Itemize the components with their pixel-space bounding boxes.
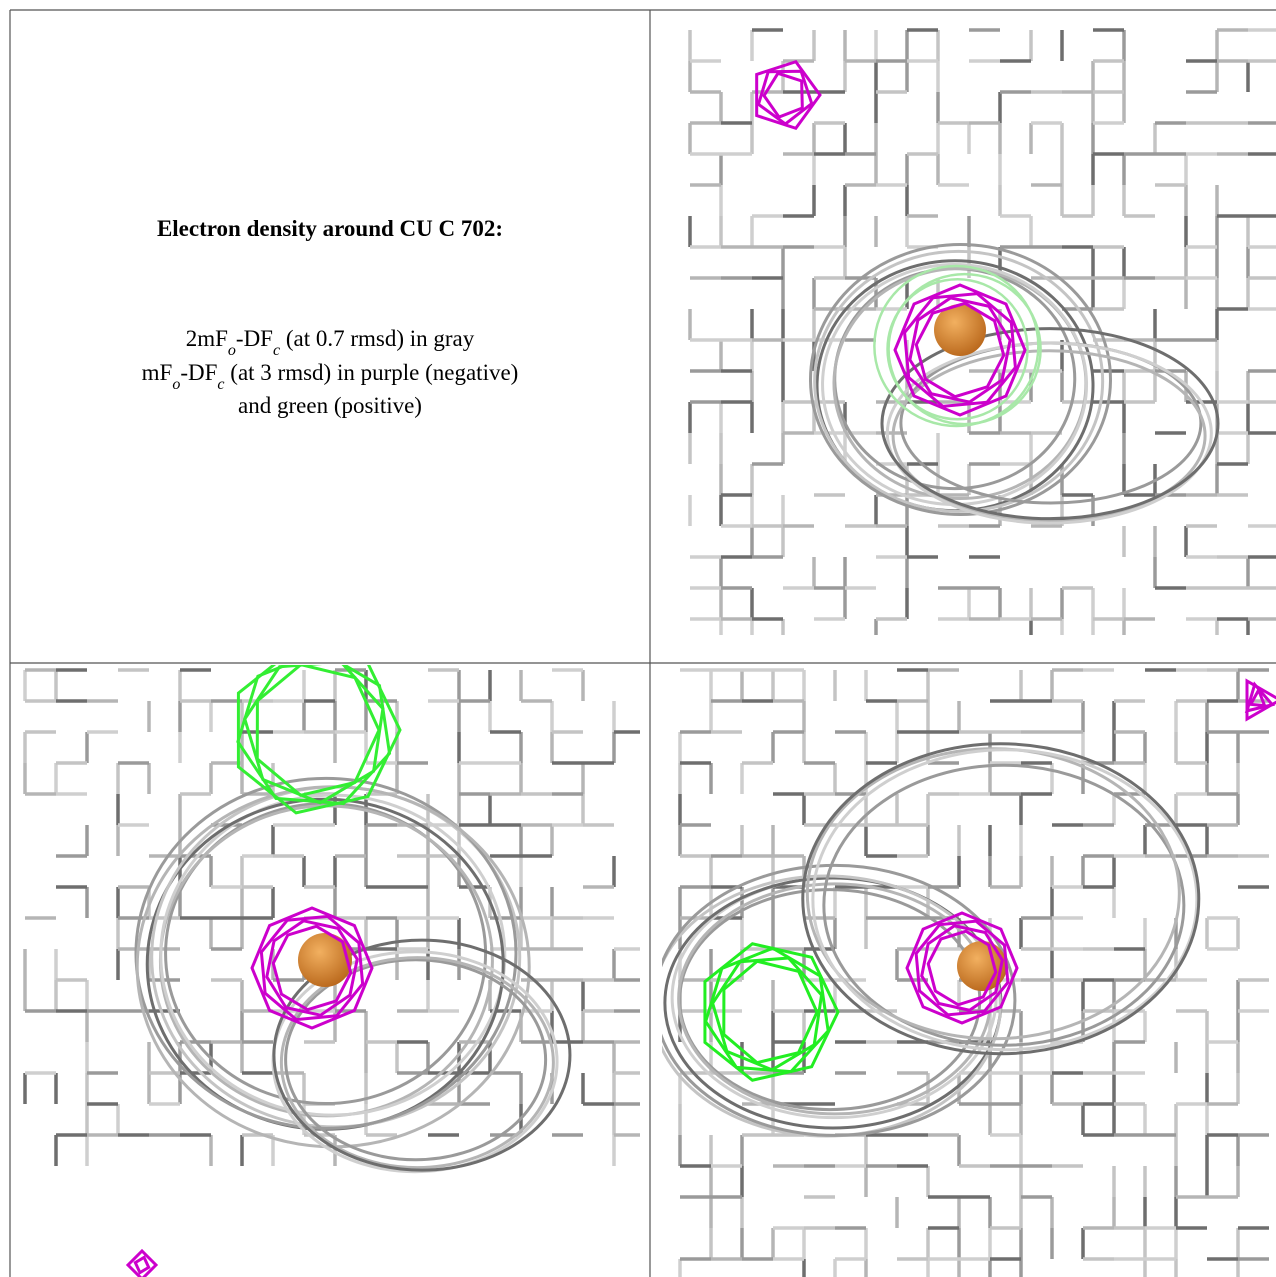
subscript: o <box>172 376 180 393</box>
caption-text: mF <box>142 360 173 385</box>
difference-density <box>236 665 392 806</box>
difference-density <box>762 71 804 119</box>
difference-density <box>271 924 353 1012</box>
difference-density <box>1244 681 1276 713</box>
density-panel-2 <box>23 665 640 1277</box>
caption-title: Electron density around CU C 702: <box>157 216 503 241</box>
mesh-ring <box>880 327 1220 521</box>
mesh-ring <box>887 272 1042 426</box>
copper-atom <box>957 941 1007 991</box>
mesh-ring <box>272 938 572 1172</box>
mesh-ring <box>801 742 1201 1056</box>
mesh-ring <box>284 958 548 1162</box>
difference-density <box>1245 678 1276 722</box>
caption-text: (at 0.7 rmsd) in gray <box>280 326 475 351</box>
difference-density <box>755 59 822 131</box>
difference-density <box>914 301 1006 399</box>
difference-density <box>259 914 365 1022</box>
copper-atom <box>934 304 986 356</box>
difference-density <box>1248 686 1267 708</box>
mesh-ring <box>821 262 1089 506</box>
difference-density <box>711 956 824 1072</box>
caption-line: 2mFo-DFc (at 0.7 rmsd) in gray <box>186 326 475 359</box>
difference-density <box>703 942 840 1082</box>
caption-text: and green (positive) <box>238 393 422 418</box>
copper-atom <box>298 933 352 987</box>
difference-density <box>265 919 359 1017</box>
subscript: c <box>273 342 280 359</box>
difference-density <box>756 69 814 126</box>
difference-density <box>133 1255 151 1275</box>
mesh-ring <box>134 776 518 1130</box>
caption-line: and green (positive) <box>238 393 422 418</box>
panel-borders <box>9 9 1276 1277</box>
mesh-ring <box>873 264 1040 428</box>
caption-text: 2mF <box>186 326 228 351</box>
difference-density <box>908 296 1012 404</box>
mesh-ring <box>891 349 1207 523</box>
subscript: c <box>217 376 224 393</box>
mesh-ring <box>662 863 1017 1137</box>
mesh-ring <box>822 763 1186 1047</box>
caption-text: -DF <box>236 326 273 351</box>
difference-density <box>236 665 402 815</box>
mesh-ring <box>885 341 1213 525</box>
mesh-ring <box>677 882 993 1116</box>
difference-density <box>243 665 385 805</box>
density-panel-1 <box>688 28 1276 635</box>
mesh-ring <box>279 956 555 1170</box>
difference-density <box>893 283 1027 417</box>
difference-density <box>250 906 374 1030</box>
difference-density <box>905 911 1019 1025</box>
difference-density <box>704 946 830 1074</box>
difference-density <box>926 929 998 1007</box>
mesh-ring <box>813 249 1105 513</box>
caption-text: (at 3 rmsd) in purple (negative) <box>225 360 519 385</box>
caption-line: mFo-DFc (at 3 rmsd) in purple (negative) <box>142 360 519 393</box>
difference-density <box>255 665 381 797</box>
difference-density <box>125 1248 159 1277</box>
density-panel-3 <box>662 668 1276 1277</box>
subscript: o <box>228 342 236 359</box>
difference-density <box>903 292 1017 408</box>
mesh-ring <box>832 267 1088 501</box>
difference-density <box>914 919 1010 1017</box>
difference-density <box>920 924 1004 1012</box>
difference-density <box>722 959 819 1065</box>
mesh-ring <box>808 243 1112 517</box>
caption-text: -DF <box>180 360 217 385</box>
mesh-ring <box>811 748 1199 1052</box>
